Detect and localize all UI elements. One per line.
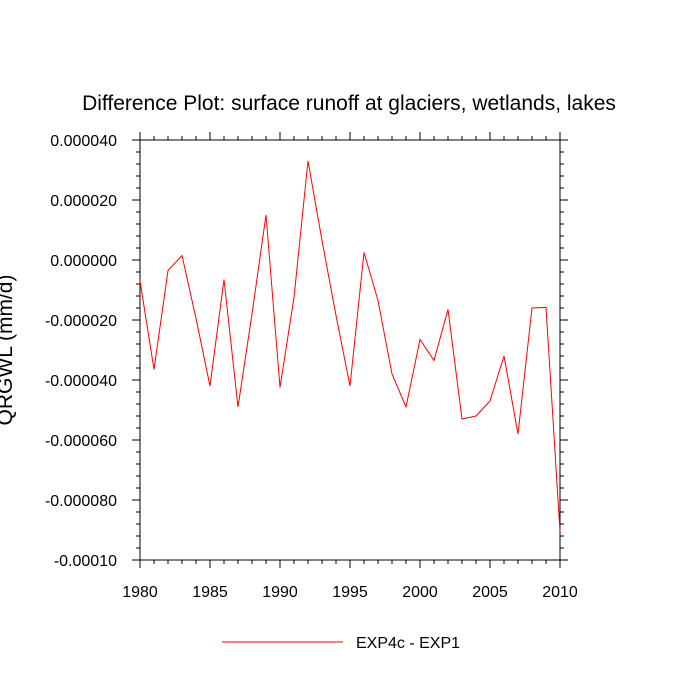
x-tick-label: 2000	[402, 584, 438, 601]
y-axis-label: QRGWL (mm/d)	[0, 275, 17, 426]
x-tick-label: 2010	[542, 584, 578, 601]
legend: EXP4c - EXP1	[222, 635, 460, 652]
series-line	[139, 160, 561, 532]
legend-label: EXP4c - EXP1	[356, 635, 460, 652]
y-tick-label: -0.000060	[45, 433, 117, 450]
y-tick-label: 0.000020	[50, 193, 117, 210]
x-tick-label: 1980	[122, 584, 158, 601]
x-tick-label: 1990	[262, 584, 298, 601]
x-tick-label: 1995	[332, 584, 368, 601]
y-tick-label: -0.000080	[45, 493, 117, 510]
chart-title: Difference Plot: surface runoff at glaci…	[82, 92, 616, 115]
y-tick-label: 0.000000	[50, 253, 117, 270]
x-tick-label: 2005	[472, 584, 508, 601]
plot-area: 1980 1985 1990 1995 2000 2005 2010 -0.00010 -0.0…	[45, 132, 578, 601]
y-tick-label: -0.000040	[45, 373, 117, 390]
y-tick-label: 0.000040	[50, 133, 117, 150]
y-tick-label: -0.000020	[45, 313, 117, 330]
x-tick-label: 1985	[192, 584, 228, 601]
y-tick-label: -0.00010	[54, 553, 117, 570]
